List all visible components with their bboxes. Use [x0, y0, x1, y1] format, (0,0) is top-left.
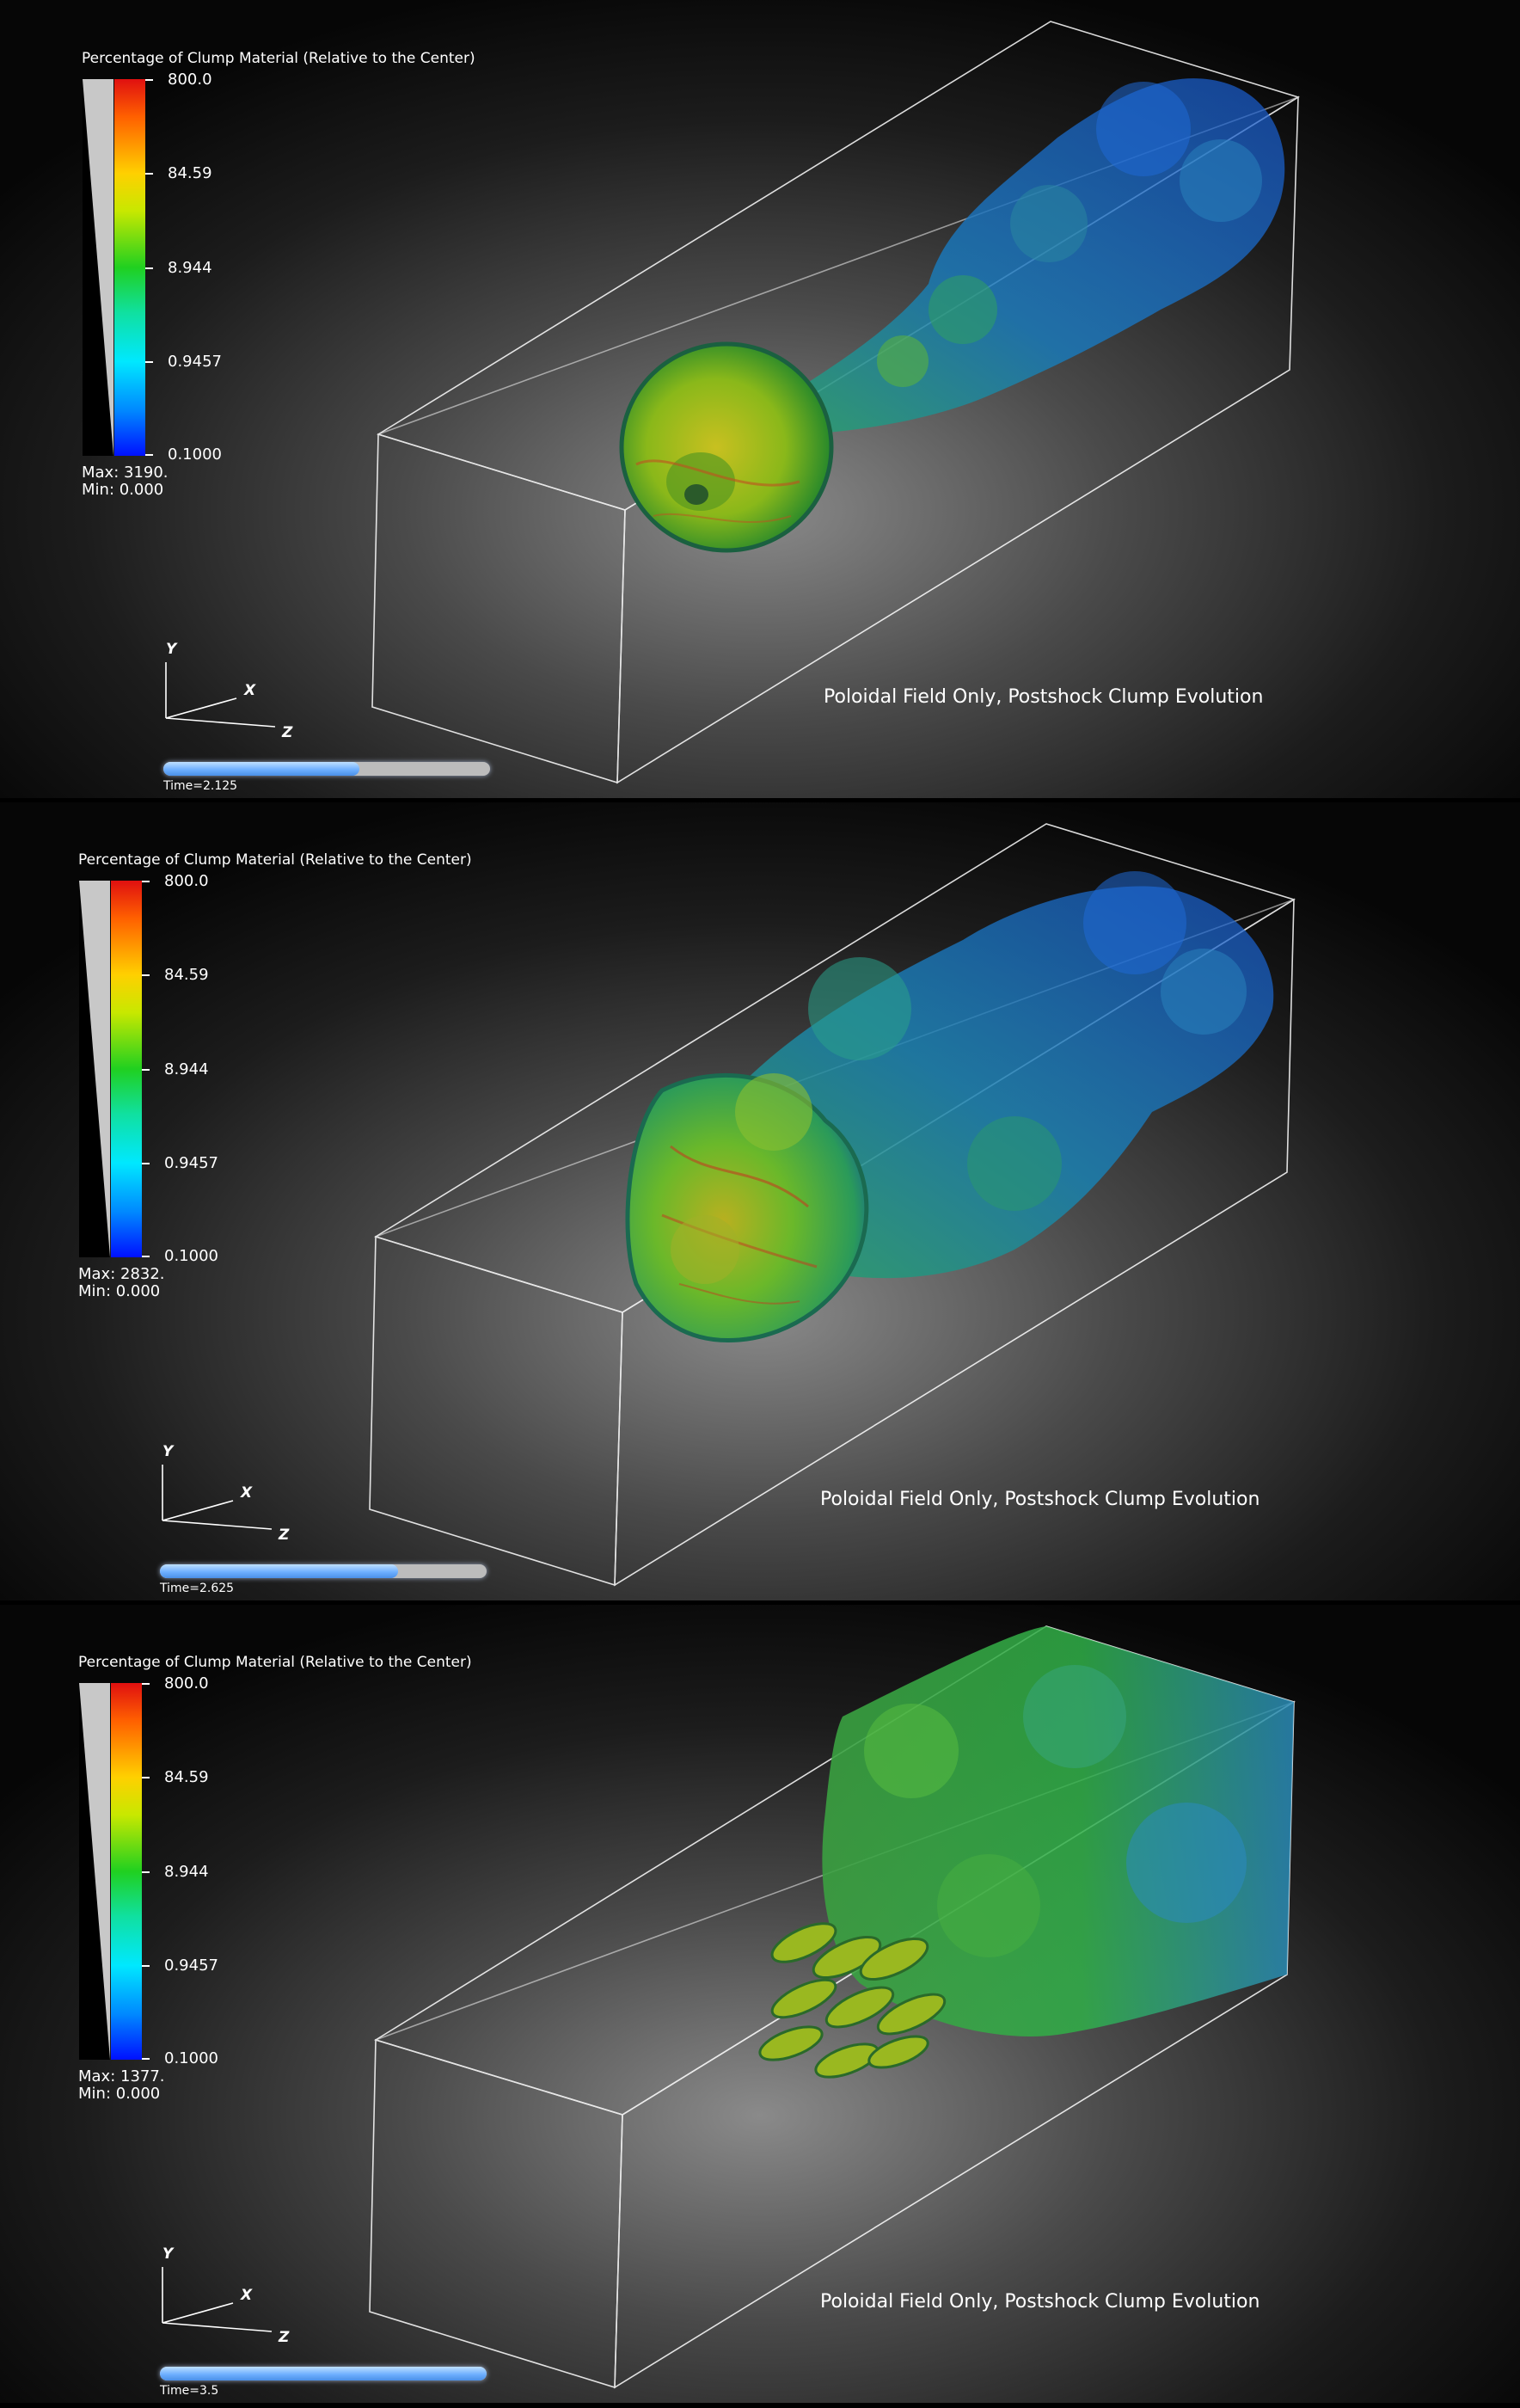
time-progress-bar [160, 1564, 487, 1578]
colorbar [114, 79, 145, 456]
opacity-ramp [79, 881, 110, 1257]
tail-cloud [739, 871, 1274, 1279]
panel-2: Percentage of Clump Material (Relative t… [0, 802, 1520, 1600]
colorbar-tick [142, 1777, 150, 1778]
fingers [758, 1922, 947, 2079]
colorbar-tick-label: 84.59 [164, 966, 209, 984]
colorbar-tick [142, 1965, 150, 1967]
max-value: Max: 2832. [78, 1265, 165, 1283]
axis-label-z: Z [279, 2329, 290, 2346]
colorbar-tick-label: 8.944 [164, 1863, 209, 1881]
panel-3: Percentage of Clump Material (Relative t… [0, 1605, 1520, 2403]
volume-render-scene [369, 1625, 1296, 2389]
colorbar-tick [142, 2058, 150, 2060]
colorbar-tick-label: 0.1000 [164, 1247, 218, 1265]
max-value: Max: 1377. [78, 2067, 165, 2086]
caption: Poloidal Field Only, Postshock Clump Evo… [820, 2291, 1260, 2313]
colorbar-tick-label: 84.59 [168, 164, 212, 182]
axis-label-x: X [241, 2287, 253, 2304]
volume-render-scene [369, 823, 1296, 1587]
time-progress-fill [163, 762, 359, 776]
time-progress-fill [160, 2367, 487, 2380]
tail-cloud [774, 78, 1285, 434]
colorbar-tick [142, 1256, 150, 1257]
opacity-ramp [83, 79, 113, 456]
colorbar-tick-label: 800.0 [164, 872, 209, 890]
caption: Poloidal Field Only, Postshock Clump Evo… [820, 1489, 1260, 1510]
colorbar-tick [145, 173, 153, 175]
time-label: Time=2.125 [163, 779, 238, 793]
axis-label-y: Y [162, 1443, 174, 1460]
colorbar-tick-label: 84.59 [164, 1768, 209, 1786]
colorbar-tick [145, 267, 153, 269]
data-range: Max: 3190. Min: 0.000 [82, 464, 169, 499]
volume-render-scene [371, 21, 1300, 784]
legend-title: Percentage of Clump Material (Relative t… [78, 1654, 472, 1671]
legend-title: Percentage of Clump Material (Relative t… [78, 851, 472, 869]
colorbar-tick-label: 0.9457 [168, 353, 222, 371]
data-range: Max: 1377. Min: 0.000 [78, 2068, 165, 2103]
time-progress-bar [160, 2367, 487, 2380]
clump [619, 341, 834, 553]
time-progress-fill [160, 1564, 399, 1578]
min-value: Min: 0.000 [78, 1282, 161, 1300]
colorbar-tick-label: 0.9457 [164, 1956, 218, 1975]
panel-1: Percentage of Clump Material (Relative t… [0, 0, 1520, 798]
colorbar-tick-label: 0.1000 [168, 445, 222, 464]
axis-label-y: Y [162, 2245, 174, 2263]
colorbar-tick-label: 8.944 [168, 259, 212, 277]
axis-label-y: Y [166, 641, 177, 658]
colorbar-tick-label: 800.0 [164, 1674, 209, 1692]
colorbar-tick-label: 8.944 [164, 1060, 209, 1078]
colorbar-tick-label: 0.1000 [164, 2049, 218, 2067]
colorbar-tick [145, 361, 153, 363]
colorbar-tick [145, 79, 153, 81]
colorbar [111, 1683, 142, 2060]
clump [625, 1072, 869, 1343]
colorbar-tick [142, 881, 150, 882]
colorbar-tick [142, 1683, 150, 1685]
min-value: Min: 0.000 [82, 481, 164, 499]
time-label: Time=3.5 [160, 2384, 219, 2398]
axis-label-x: X [244, 682, 256, 699]
caption: Poloidal Field Only, Postshock Clump Evo… [824, 686, 1264, 708]
axis-label-x: X [241, 1484, 253, 1502]
time-progress-bar [163, 762, 490, 776]
colorbar-tick [142, 1871, 150, 1873]
mixed-cloud [822, 1626, 1294, 2036]
colorbar-tick-label: 0.9457 [164, 1154, 218, 1172]
legend-title: Percentage of Clump Material (Relative t… [82, 50, 475, 67]
min-value: Min: 0.000 [78, 2085, 161, 2103]
colorbar-tick [142, 1069, 150, 1071]
time-label: Time=2.625 [160, 1582, 235, 1595]
opacity-ramp [79, 1683, 110, 2060]
colorbar [111, 881, 142, 1257]
axis-label-z: Z [282, 724, 293, 741]
colorbar-tick-label: 800.0 [168, 71, 212, 89]
colorbar-tick [142, 1163, 150, 1164]
data-range: Max: 2832. Min: 0.000 [78, 1266, 165, 1300]
colorbar-tick [145, 454, 153, 456]
colorbar-tick [142, 974, 150, 976]
max-value: Max: 3190. [82, 464, 169, 482]
axis-label-z: Z [279, 1526, 290, 1544]
